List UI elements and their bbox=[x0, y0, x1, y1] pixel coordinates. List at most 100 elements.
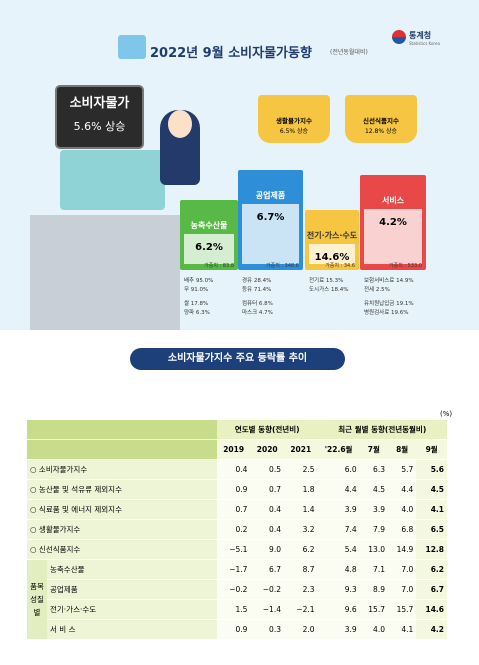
table-cell: 4.5 bbox=[359, 479, 388, 500]
group-weight: 가중치 : 83.8 bbox=[204, 263, 234, 269]
column-header: 9월 bbox=[416, 439, 447, 460]
table-row: 전기·가스·수도 1.5 −1.4 −2.1 9.6 15.7 15.7 14.6 bbox=[27, 599, 447, 620]
table-cell: 4.5 bbox=[416, 479, 447, 500]
table-cell: 0.7 bbox=[250, 479, 284, 500]
table-cell: 3.2 bbox=[283, 519, 318, 540]
table-cell: 13.0 bbox=[359, 539, 388, 560]
group-item: 무 91.0% bbox=[184, 287, 209, 293]
table-cell: 5.7 bbox=[387, 459, 417, 480]
bar-panel bbox=[364, 209, 422, 264]
table-row: 공업제품 −0.2 −0.2 2.3 9.3 8.9 7.0 6.7 bbox=[27, 579, 447, 600]
title: 2022년 9월 소비자물가동향 bbox=[150, 46, 312, 61]
table-row: ○ 소비자물가지수 0.4 0.5 2.5 6.0 6.3 5.7 5.6 bbox=[27, 459, 447, 480]
row-label: ○ 농산물 및 석유류 제외지수 bbox=[27, 479, 217, 500]
group-item: 등유 71.4% bbox=[242, 287, 272, 293]
row-label: 서 비 스 bbox=[47, 619, 217, 640]
row-label: ○ 신선식품지수 bbox=[27, 539, 217, 560]
header-row: 연도별 동향(전년비) 최근 월별 동향(전년동월비) bbox=[27, 420, 447, 440]
table-cell: −0.2 bbox=[250, 579, 284, 600]
group-item: 도시가스 18.4% bbox=[309, 287, 349, 293]
table-cell: 4.8 bbox=[317, 559, 360, 580]
group-item: 마스크 4.7% bbox=[242, 310, 273, 316]
table-cell: 4.4 bbox=[387, 479, 417, 500]
table-cell: 14.6 bbox=[416, 599, 447, 620]
table-cell: 4.1 bbox=[387, 619, 417, 640]
group-label: 전기·가스·수도 bbox=[306, 231, 358, 240]
group-item: 전기료 15.3% bbox=[309, 278, 344, 284]
row-label: ○ 소비자물가지수 bbox=[27, 459, 217, 480]
table-cell: 7.1 bbox=[359, 559, 388, 580]
group-item: 유치원납입금 19.1% bbox=[364, 301, 414, 307]
table-cell: 6.5 bbox=[416, 519, 447, 540]
table-cell: 15.7 bbox=[387, 599, 417, 620]
table-row: ○ 생활물가지수 0.2 0.4 3.2 7.4 7.9 6.8 6.5 bbox=[27, 519, 447, 540]
header-cell: 연도별 동향(전년비) bbox=[216, 420, 318, 440]
row-label: 공업제품 bbox=[47, 579, 217, 600]
row-label: ○ 식료품 및 에너지 제외지수 bbox=[27, 499, 217, 520]
group-label: 농축수산물 bbox=[190, 221, 228, 230]
table-cell: 5.4 bbox=[317, 539, 360, 560]
group-item: 쌀 17.8% bbox=[184, 301, 209, 307]
table-row: 서 비 스 0.9 0.3 2.0 3.9 4.0 4.1 4.2 bbox=[27, 619, 447, 640]
table-cell: 0.2 bbox=[216, 519, 251, 540]
logo-en: Statistics Korea bbox=[409, 41, 440, 46]
bar-panel bbox=[309, 244, 355, 264]
table-cell: −1.4 bbox=[250, 599, 284, 620]
group-weight: 가중치 : 533.0 bbox=[389, 263, 422, 269]
basket bbox=[258, 95, 330, 143]
table-cell: −5.1 bbox=[216, 539, 251, 560]
basket-value: 12.8% 상승 bbox=[364, 128, 397, 135]
group-value: 6.7% bbox=[256, 212, 285, 223]
table-row: ○ 식료품 및 에너지 제외지수 0.7 0.4 1.4 3.9 3.9 4.0 4.1 bbox=[27, 499, 447, 520]
bar-panel bbox=[184, 234, 234, 264]
logo-icon bbox=[392, 30, 406, 44]
clerk-face bbox=[168, 110, 192, 138]
table-cell: 4.4 bbox=[317, 479, 360, 500]
table-cell: 3.9 bbox=[359, 499, 388, 520]
table-cell: 0.4 bbox=[250, 519, 284, 540]
header-cell bbox=[27, 439, 217, 460]
column-header: '22.6월 bbox=[317, 439, 360, 460]
group-item: 전세 2.5% bbox=[364, 287, 390, 293]
table-row: ○ 농산물 및 석유류 제외지수 0.9 0.7 1.8 4.4 4.5 4.4 4.5 bbox=[27, 479, 447, 500]
table-row: ○ 신선식품지수 −5.1 9.0 6.2 5.4 13.0 14.9 12.8 bbox=[27, 539, 447, 560]
table-cell: 6.2 bbox=[283, 539, 318, 560]
table-cell: 8.7 bbox=[283, 559, 318, 580]
column-header: 7월 bbox=[359, 439, 388, 460]
table-cell: 0.4 bbox=[216, 459, 251, 480]
table-cell: 6.0 bbox=[317, 459, 360, 480]
unit: (%) bbox=[440, 410, 453, 418]
table-cell: 7.4 bbox=[317, 519, 360, 540]
group-item: 배추 95.0% bbox=[184, 278, 214, 284]
table-cell: 3.9 bbox=[317, 619, 360, 640]
row-label: 전기·가스·수도 bbox=[47, 599, 217, 620]
bar-panel bbox=[242, 204, 299, 264]
subtitle: (전년동월대비) bbox=[330, 49, 368, 56]
column-header: 2021 bbox=[283, 439, 318, 460]
table-cell: 9.0 bbox=[250, 539, 284, 560]
section-title: 소비자물가지수 주요 등락률 추이 bbox=[130, 348, 345, 370]
table-cell: 14.9 bbox=[387, 539, 417, 560]
group-value: 14.6% bbox=[314, 252, 350, 263]
table-cell: 7.0 bbox=[387, 559, 417, 580]
table-cell: 7.0 bbox=[387, 579, 417, 600]
table-cell: 0.9 bbox=[216, 619, 251, 640]
table-cell: 3.9 bbox=[317, 499, 360, 520]
basket-label: 생활물가지수 bbox=[276, 117, 312, 125]
logo: 통계청 bbox=[409, 31, 432, 40]
table-cell: 0.4 bbox=[250, 499, 284, 520]
column-header: 2019 bbox=[216, 439, 251, 460]
table-cell: 9.6 bbox=[317, 599, 360, 620]
column-header: 2020 bbox=[250, 439, 284, 460]
basket-value: 6.5% 상승 bbox=[279, 128, 309, 135]
group-item: 병원검사료 19.6% bbox=[364, 310, 409, 316]
basket-label: 신선식품지수 bbox=[363, 117, 399, 125]
group-value: 4.2% bbox=[379, 217, 407, 228]
table-cell: 4.0 bbox=[359, 619, 388, 640]
table-cell: −1.7 bbox=[216, 559, 251, 580]
table-cell: 0.5 bbox=[250, 459, 284, 480]
header-cell: 최근 월별 동향(전년동월비) bbox=[317, 420, 447, 440]
table-cell: 8.9 bbox=[359, 579, 388, 600]
table-cell: −2.1 bbox=[283, 599, 318, 620]
